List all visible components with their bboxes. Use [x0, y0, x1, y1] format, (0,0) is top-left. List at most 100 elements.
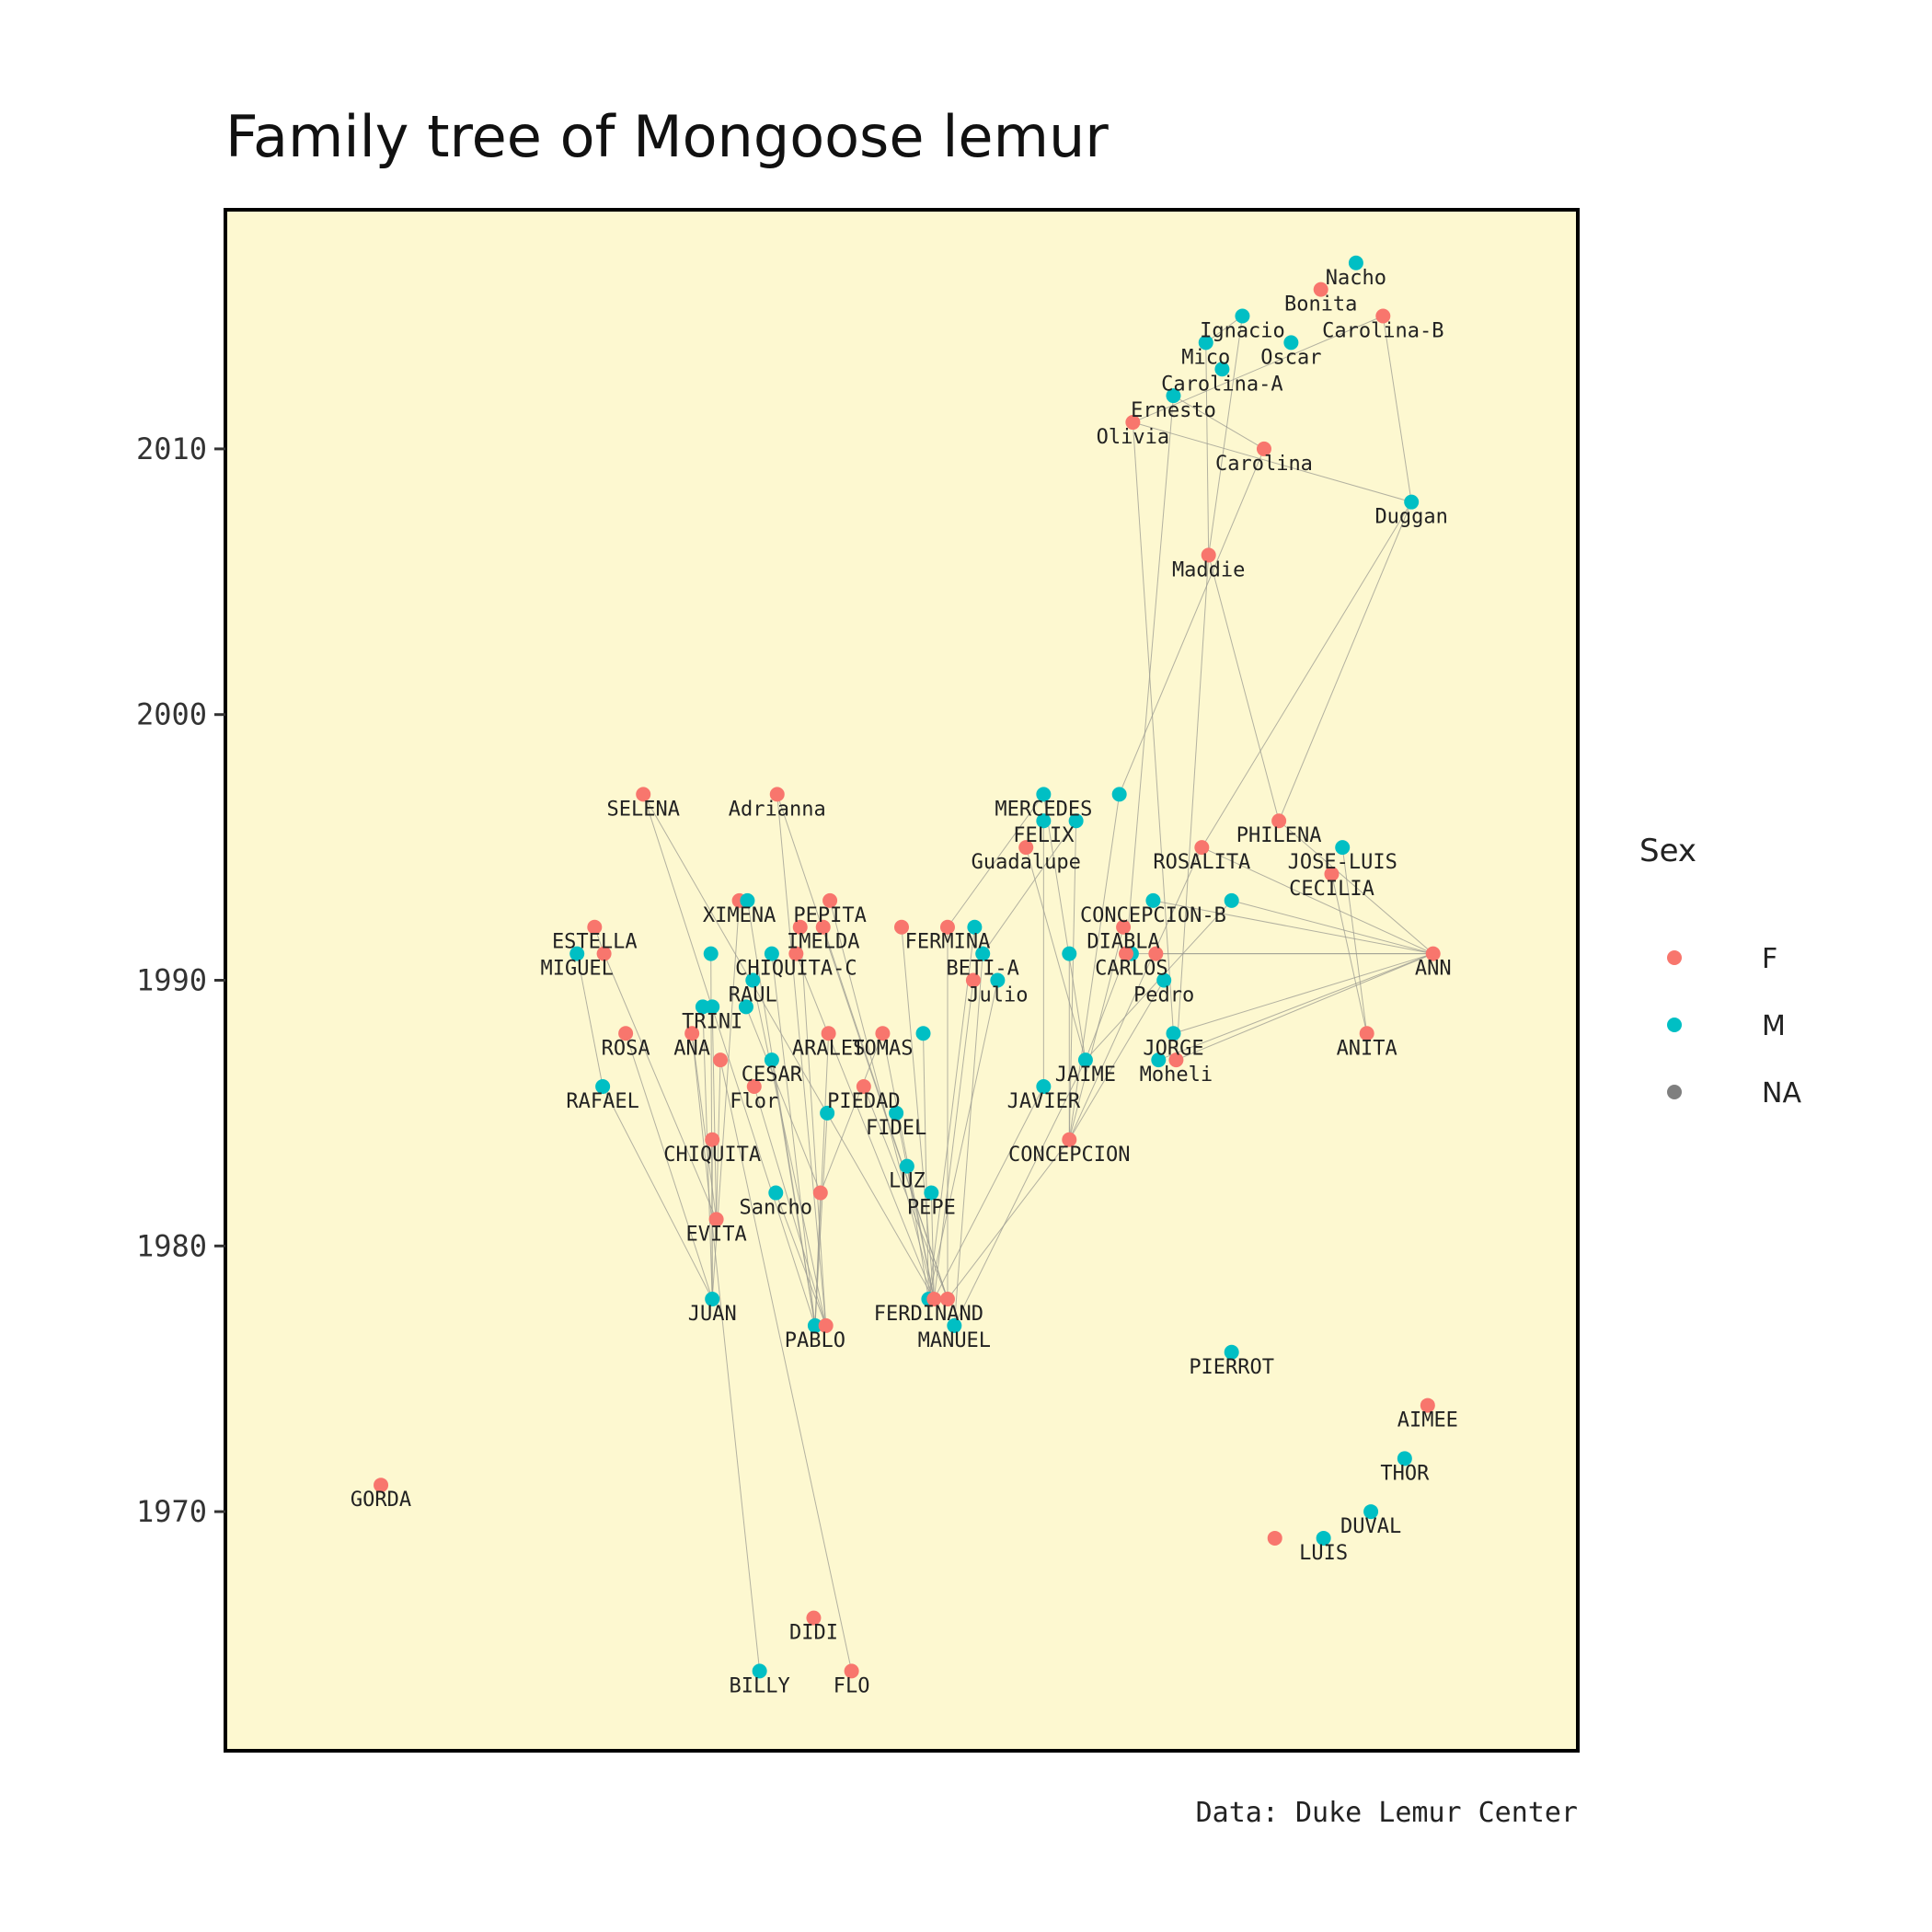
point-label: IMELDA	[787, 931, 859, 954]
point	[1271, 813, 1287, 829]
edge	[820, 1033, 883, 1193]
y-axis: 1970 1980 1990 2000 2010	[136, 431, 225, 1529]
point	[821, 1026, 836, 1041]
edge	[1119, 448, 1265, 795]
point	[899, 1158, 914, 1174]
point	[792, 919, 808, 935]
point	[894, 919, 909, 935]
point	[1324, 866, 1340, 881]
point	[708, 1212, 724, 1227]
point-label: ANITA	[1337, 1037, 1397, 1060]
edge	[1133, 421, 1412, 503]
y-tick-label: 1990	[136, 963, 207, 998]
point-label: MANUEL	[918, 1329, 991, 1352]
point-label: Carolina	[1215, 453, 1313, 476]
point	[1420, 1397, 1435, 1413]
point	[924, 1185, 939, 1201]
plot-panel	[224, 208, 1580, 1753]
point-label: LUZ	[889, 1170, 926, 1193]
point	[1316, 1530, 1331, 1546]
edge	[642, 794, 816, 1327]
point-label: CONCEPCION-B	[1080, 904, 1226, 927]
legend-swatch-m	[1667, 1018, 1682, 1032]
point-label: PIEDAD	[827, 1090, 900, 1113]
point	[1235, 308, 1250, 324]
point-label: BETI-A	[946, 958, 1018, 981]
legend-label-m: M	[1762, 1010, 1786, 1042]
point	[1224, 892, 1239, 908]
point	[1068, 813, 1084, 829]
point-label: FLO	[834, 1674, 870, 1697]
y-tick-label: 1980	[136, 1228, 207, 1263]
y-tick-label: 2000	[136, 697, 207, 732]
point-label: PABLO	[785, 1329, 845, 1352]
point	[788, 946, 804, 961]
point-label: CARLOS	[1095, 958, 1167, 981]
edge	[1208, 555, 1280, 822]
point-label: FELIX	[1013, 824, 1075, 847]
point	[1148, 946, 1164, 961]
point	[875, 1026, 891, 1041]
edge	[776, 794, 827, 1326]
edge	[953, 1059, 1087, 1327]
edge	[1202, 846, 1433, 955]
edge	[752, 980, 827, 1327]
point-label: Julio	[967, 984, 1028, 1007]
point-label: ANN	[1415, 958, 1452, 981]
edge	[1278, 820, 1434, 954]
point	[684, 1026, 700, 1041]
point-label: RAUL	[729, 984, 777, 1007]
point-label: ROSA	[602, 1037, 650, 1060]
legend-label-f: F	[1762, 943, 1777, 975]
point-label: ESTELLA	[552, 931, 638, 954]
point	[705, 1132, 720, 1147]
point-label: GORDA	[351, 1489, 411, 1512]
legend-label-na: NA	[1762, 1077, 1801, 1110]
point-label: RAFAEL	[566, 1090, 638, 1113]
point	[769, 787, 785, 802]
point	[1214, 362, 1230, 377]
point	[1036, 1079, 1052, 1095]
point-label: FIDEL	[866, 1117, 926, 1140]
edge	[771, 953, 816, 1326]
point-label: SELENA	[606, 798, 679, 821]
point	[822, 892, 838, 908]
edge	[1153, 900, 1433, 955]
edge	[1025, 846, 1087, 1061]
y-tick-label: 1970	[136, 1494, 207, 1529]
point	[975, 946, 991, 961]
point-label: ROSALITA	[1153, 851, 1250, 874]
edge	[1042, 794, 1087, 1061]
edge	[753, 1086, 827, 1327]
point	[1062, 946, 1077, 961]
point-label: Flor	[730, 1090, 778, 1113]
point	[926, 1292, 942, 1307]
edge	[1382, 316, 1412, 502]
point-label: JOSE-LUIS	[1288, 851, 1397, 874]
point	[1151, 1052, 1167, 1068]
edge	[1175, 555, 1210, 1061]
point-label: Maddie	[1172, 558, 1245, 581]
point-label: THOR	[1380, 1462, 1430, 1485]
edge	[933, 1086, 1044, 1300]
point	[374, 1478, 389, 1493]
edge	[1173, 395, 1265, 450]
point	[1145, 892, 1161, 908]
edge	[1330, 873, 1368, 1034]
point	[740, 892, 755, 908]
point	[596, 946, 612, 961]
point	[1119, 946, 1134, 961]
point	[1397, 1451, 1412, 1466]
point-label: Sancho	[740, 1197, 812, 1220]
point-label: Nacho	[1326, 267, 1386, 290]
point	[764, 946, 779, 961]
edge	[895, 1112, 935, 1300]
point-label: Pedro	[1133, 984, 1194, 1007]
point	[1348, 255, 1363, 270]
legend: Sex F M NA	[1639, 833, 1801, 1110]
edge	[745, 1006, 822, 1193]
point-label: PHILENA	[1236, 824, 1322, 847]
point	[1425, 946, 1441, 961]
edge	[1278, 501, 1412, 822]
edge	[953, 953, 983, 1326]
